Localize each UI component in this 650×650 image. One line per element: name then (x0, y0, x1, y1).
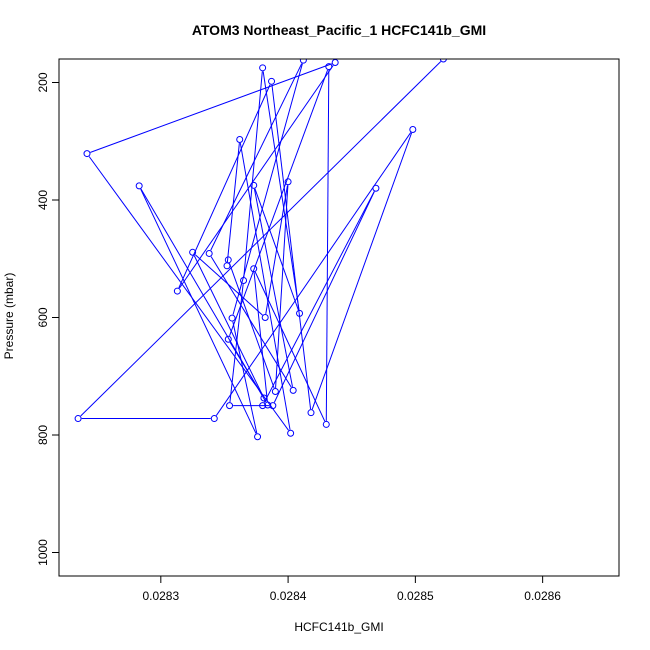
data-point (296, 309, 304, 317)
data-point (287, 429, 295, 437)
data-point (269, 402, 277, 410)
series-segment (325, 70, 330, 421)
data-point (260, 394, 268, 402)
data-point (259, 64, 267, 72)
y-tick-label: 800 (36, 425, 50, 445)
x-tick-label: 0.0285 (397, 589, 434, 603)
y-tick-label: 600 (36, 307, 50, 327)
series-segment (273, 191, 375, 403)
data-point (74, 415, 82, 423)
y-tick-label: 400 (36, 190, 50, 210)
data-point (254, 433, 262, 441)
data-point (264, 401, 272, 409)
series-segment (229, 69, 329, 337)
series-segment (253, 188, 293, 387)
data-point (135, 182, 143, 190)
series-segment (239, 142, 291, 430)
data-point (224, 335, 232, 343)
data-point (325, 63, 333, 71)
data-point (224, 256, 232, 264)
data-point (236, 135, 244, 143)
data-point (259, 402, 267, 410)
x-tick-label: 0.0283 (142, 589, 179, 603)
series-segment (80, 61, 442, 417)
data-point (299, 59, 307, 64)
data-point (226, 402, 234, 410)
series-segment (193, 255, 263, 395)
series-segment (178, 65, 334, 289)
y-tick-label: 1000 (36, 539, 50, 566)
data-point (284, 178, 292, 186)
data-point (268, 77, 276, 85)
data-point (372, 184, 380, 192)
series-segment (229, 263, 275, 389)
series-segment (262, 71, 300, 310)
x-tick-label: 0.0284 (270, 589, 307, 603)
series-segment (243, 71, 263, 277)
data-point (228, 314, 236, 322)
data-point (331, 59, 339, 67)
series-segment (90, 63, 332, 153)
series-segment (210, 256, 292, 388)
series-segment (311, 132, 413, 410)
data-point (173, 287, 181, 295)
y-tick-label: 200 (36, 72, 50, 92)
plot-frame (58, 58, 620, 577)
data-point (322, 420, 330, 428)
x-tick-label: 0.0286 (524, 589, 561, 603)
series-segment (226, 143, 240, 263)
data-point (83, 150, 91, 158)
data-point (210, 415, 218, 423)
series-segment (271, 84, 312, 410)
x-axis-label: HCFC141b_GMI (294, 620, 383, 634)
data-point (439, 59, 447, 63)
series-segment (210, 63, 303, 251)
data-point (189, 248, 197, 256)
series-segment (215, 132, 412, 416)
series-segment (254, 271, 326, 422)
series-layer (74, 59, 447, 441)
data-point (409, 126, 417, 133)
series-segment (254, 188, 299, 311)
data-point (240, 276, 248, 284)
chart-title: ATOM3 Northeast_Pacific_1 HCFC141b_GMI (192, 22, 486, 38)
data-point (205, 249, 213, 257)
data-point (250, 181, 258, 189)
series-segment (140, 188, 267, 403)
series-segment (263, 191, 375, 403)
y-axis-label: Pressure (mbar) (2, 273, 16, 360)
series-group (74, 59, 447, 441)
data-point (271, 388, 279, 396)
series-segment (229, 284, 244, 403)
series-segment (140, 188, 257, 434)
data-point (250, 265, 258, 273)
series-segment (178, 84, 271, 288)
data-point (261, 314, 269, 321)
data-point (307, 409, 315, 417)
data-point (289, 386, 297, 394)
